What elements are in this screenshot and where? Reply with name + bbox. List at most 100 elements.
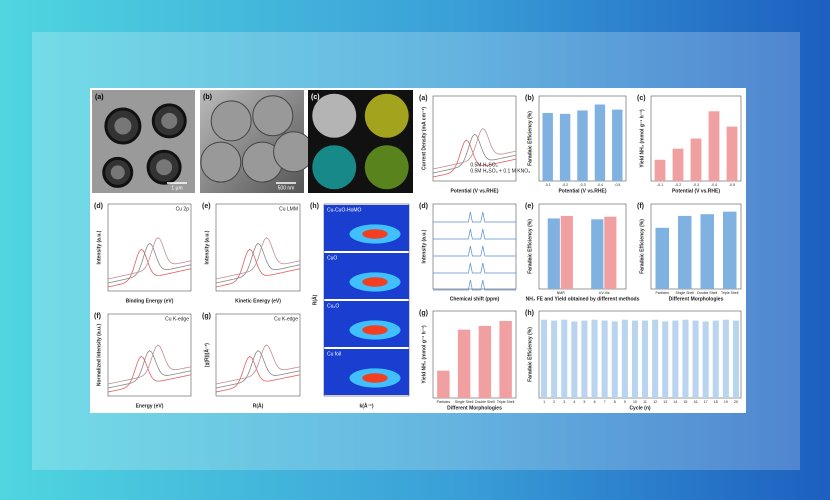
- curve: [215, 248, 301, 288]
- corner-label: Cu K-edge: [165, 316, 189, 322]
- x-tick-label: -0.4: [711, 183, 717, 187]
- bar: [726, 126, 738, 181]
- legend-entry: Cu-CuO-HoMO: [327, 207, 362, 213]
- curve: [432, 133, 517, 174]
- x-axis-label: R(Å): [253, 402, 264, 409]
- bar: [601, 320, 608, 398]
- panel: (a) 1 μm: [92, 90, 195, 193]
- sphere: [273, 131, 315, 173]
- particle-core: [161, 112, 178, 129]
- x-tick-label: 14: [673, 400, 677, 404]
- panel-label: (d): [94, 203, 103, 210]
- curve: [107, 248, 192, 288]
- wt-core: [362, 277, 388, 287]
- wt-core: [362, 229, 388, 239]
- x-tick-label: NMR: [557, 291, 565, 295]
- y-axis-label: Faradaic Efficiency (%): [527, 327, 533, 382]
- panel-label: (h): [525, 310, 534, 317]
- x-tick-label: 19: [724, 400, 728, 404]
- map: [364, 145, 409, 190]
- bar: [682, 319, 689, 398]
- x-tick-label: 2: [553, 400, 555, 404]
- panel: (f) Energy (eV) Normalized Intensity (a.u.…: [94, 313, 192, 409]
- bar: [594, 104, 606, 181]
- bar: [499, 320, 512, 398]
- bar: [542, 113, 553, 181]
- particle-core: [110, 165, 125, 180]
- x-tick-label: 7: [604, 400, 606, 404]
- x-axis-label: k(Å⁻¹): [359, 402, 373, 409]
- x-tick-label: 13: [663, 400, 667, 404]
- panel-label: (g): [419, 310, 428, 317]
- curve: [107, 242, 192, 284]
- curve: [215, 344, 301, 385]
- bar: [577, 110, 588, 181]
- map: [312, 145, 357, 190]
- x-tick-label: 17: [704, 400, 708, 404]
- particle-core: [156, 159, 173, 176]
- x-axis-label: Binding Energy (eV): [126, 298, 174, 304]
- panel: (b) Potential (V vs.RHE) Faradaic Efficien…: [525, 95, 627, 194]
- bar: [561, 319, 568, 398]
- panel-label: (e): [202, 203, 211, 210]
- bar: [591, 219, 604, 289]
- x-axis-label: Energy (eV): [136, 403, 164, 409]
- panel-label: (f): [94, 313, 101, 320]
- bar: [541, 319, 548, 398]
- x-tick-label: Single Shell: [455, 400, 474, 404]
- x-axis-label: Different Morphologies: [669, 296, 724, 302]
- x-tick-label: Triple Shell: [497, 400, 515, 404]
- x-tick-label: 5: [583, 400, 585, 404]
- bar: [581, 320, 588, 398]
- x-axis-label: Cycle (n): [629, 405, 650, 411]
- bar: [712, 320, 719, 398]
- bar: [654, 159, 666, 181]
- panel: (c) Potential (V vs.RHE) Yield NH₃ (mmol g…: [637, 95, 742, 194]
- panel: (b) 500 nm: [200, 90, 315, 193]
- spectrum: [433, 262, 516, 274]
- wt-core: [362, 373, 388, 383]
- panel-label: (c): [311, 94, 320, 101]
- x-tick-label: -0.3: [579, 183, 585, 187]
- corner-label: Cu LMM: [279, 206, 298, 212]
- y-axis-label: Faradaic Efficiency (%): [639, 219, 645, 274]
- plot-frame: [107, 203, 192, 292]
- corner-label: Cu K-edge: [274, 316, 298, 322]
- scale-label: 1 μm: [171, 185, 182, 191]
- x-tick-label: Double Shell: [475, 400, 495, 404]
- x-tick-label: 18: [714, 400, 718, 404]
- scale-label: 500 nm: [278, 185, 295, 191]
- bar: [702, 321, 709, 398]
- bar: [692, 320, 699, 398]
- bar: [591, 319, 598, 398]
- y-axis-label: Intensity (a.u.): [204, 230, 210, 264]
- bar: [604, 216, 617, 289]
- bar: [722, 319, 729, 398]
- map: [312, 93, 357, 138]
- panel: (g) R(Å) |χ(R)|(Å⁻³) Cu K-edge: [202, 313, 301, 409]
- particle-core: [114, 117, 132, 135]
- x-tick-label: Double Shell: [697, 291, 717, 295]
- bar: [571, 321, 578, 398]
- x-tick-label: 1: [543, 400, 545, 404]
- panel-label: (b): [525, 95, 534, 102]
- bar: [642, 320, 649, 398]
- bar: [559, 113, 571, 181]
- y-axis-label: Faradaic Efficiency (%): [527, 219, 533, 274]
- x-tick-label: -0.5: [614, 183, 620, 187]
- x-tick-label: 10: [633, 400, 637, 404]
- x-axis-label: Potential (V vs.RHE): [672, 188, 720, 194]
- bar: [700, 214, 714, 289]
- curve: [432, 139, 517, 178]
- wt-core: [362, 325, 388, 335]
- x-axis-label: NH₃ FE and Yield obtained by different m…: [526, 296, 640, 302]
- panel-label: (e): [525, 203, 534, 210]
- sphere: [200, 141, 242, 183]
- legend-entry: CuO: [327, 255, 337, 261]
- x-tick-label: 9: [624, 400, 626, 404]
- curve: [215, 350, 301, 389]
- x-axis-label: Potential (V vs.RHE): [558, 188, 606, 194]
- x-axis-label: Different Morphologies: [447, 405, 502, 411]
- y-axis-label: Faradaic Efficiency (%): [527, 111, 533, 166]
- plot-frame: [432, 203, 517, 290]
